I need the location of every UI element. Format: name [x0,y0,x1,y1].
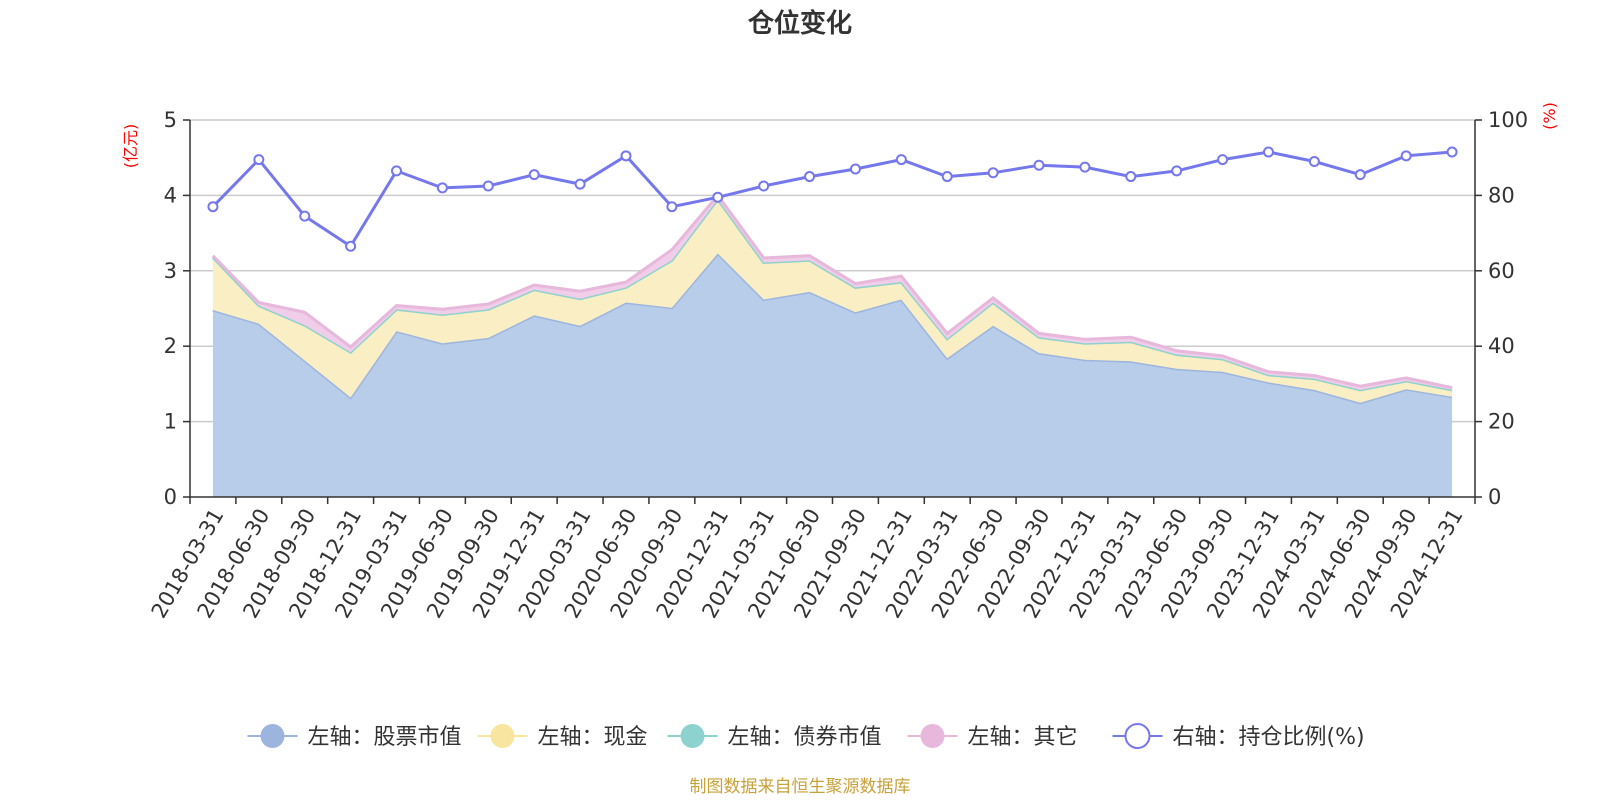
right-axis-unit: (%) [1540,102,1559,130]
legend-marker [680,724,705,748]
ratio-point [1446,146,1458,158]
ratio-point [895,154,907,166]
ratio-point [666,201,678,213]
legend-label: 左轴：其它 [968,725,1078,750]
ratio-point [1079,161,1091,173]
ratio-point [1354,169,1366,181]
stack-area-edge [211,192,1453,390]
legend-item[interactable]: 左轴：其它 [907,724,1078,750]
ratio-point [849,163,861,175]
left-axis-unit: (亿元) [121,124,140,169]
right-tick-label: 100 [1488,108,1528,132]
ratio-point [620,150,632,162]
right-tick-label: 0 [1488,485,1501,509]
right-tick-label: 80 [1488,183,1515,207]
ratio-point [1308,155,1320,167]
ratio-point [1171,165,1183,177]
legend-marker [1124,723,1151,749]
ratio-point [299,210,311,222]
ratio-point [941,171,953,183]
left-tick-label: 0 [164,485,177,509]
ratio-point [207,201,219,213]
right-tick-label: 60 [1488,259,1515,283]
right-tick-label: 20 [1488,410,1515,434]
stacked-areas [211,192,1453,497]
ratio-point [1125,171,1137,183]
ratio-point [1217,154,1229,166]
legend-marker [260,724,285,748]
legend-label: 左轴：债券市值 [728,725,882,750]
legend-label: 右轴：持仓比例(%) [1173,725,1365,750]
ratio-point [1400,150,1412,162]
ratio-point [436,182,448,194]
position-ratio-line [207,146,1458,252]
ratio-point [391,165,403,177]
left-tick-label: 2 [164,334,177,358]
legend-marker [920,724,945,748]
legend-marker [490,724,515,748]
legend-item[interactable]: 右轴：持仓比例(%) [1112,723,1365,750]
ratio-point [482,180,494,192]
right-tick-label: 40 [1488,334,1515,358]
legend-label: 左轴：股票市值 [308,725,462,750]
ratio-line-path [211,150,1453,249]
ratio-point [528,169,540,181]
legend[interactable]: 左轴：股票市值 左轴：现金 左轴：债券市值 左轴：其它 右轴：持仓比例(%) [247,723,1365,750]
left-tick-label: 4 [164,183,177,207]
ratio-point [804,171,816,183]
left-tick-label: 1 [164,410,177,434]
ratio-point [1033,159,1045,171]
ratio-point [1262,146,1274,158]
stack-area [212,253,1453,497]
ratio-point [574,178,586,190]
ratio-point [987,167,999,179]
left-tick-label: 5 [164,108,177,132]
ratio-point [253,154,265,166]
legend-item[interactable]: 左轴：股票市值 [247,724,462,750]
ratio-point [345,240,357,252]
ratio-point [758,180,770,192]
data-source-note: 制图数据来自恒生聚源数据库 [690,777,911,797]
ratio-point [712,191,724,203]
left-tick-label: 3 [164,259,177,283]
legend-item[interactable]: 左轴：现金 [477,724,648,750]
chart-title: 仓位变化 [747,8,852,39]
legend-item[interactable]: 左轴：债券市值 [667,724,882,750]
stack-area [212,199,1453,403]
legend-label: 左轴：现金 [538,725,648,750]
